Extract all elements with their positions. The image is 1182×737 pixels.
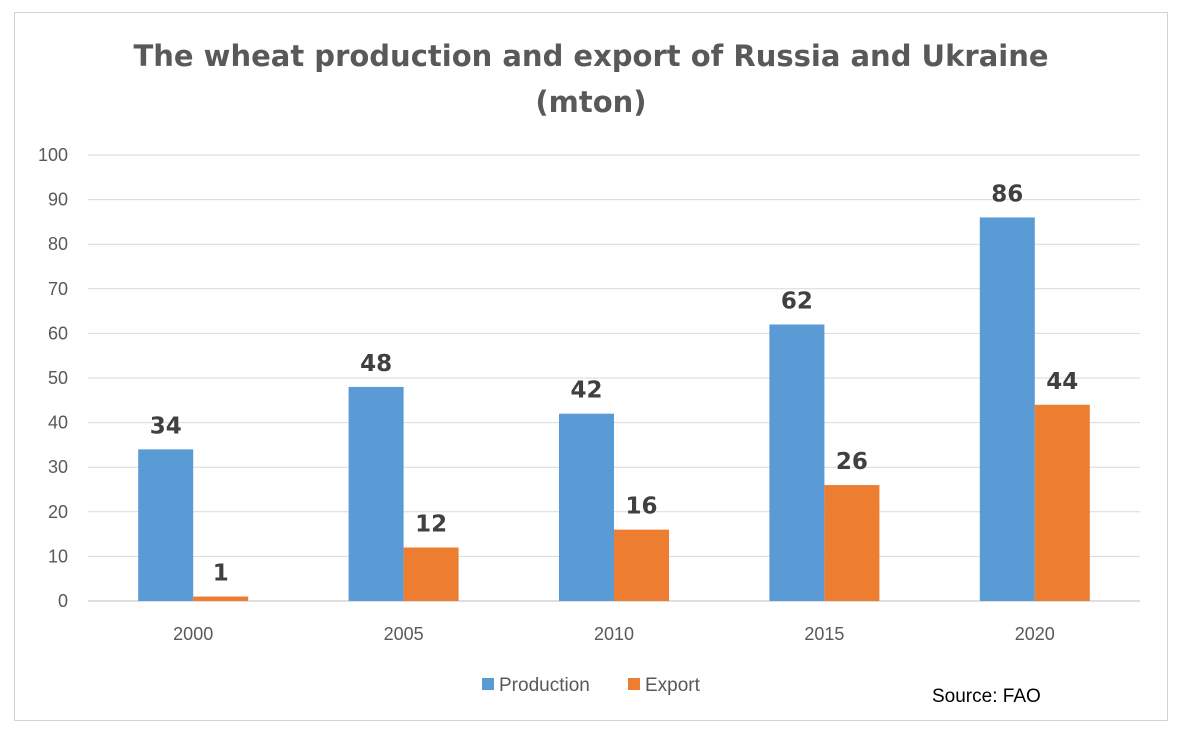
x-tick-label: 2010 (594, 624, 634, 644)
data-label: 16 (625, 494, 657, 520)
legend-label-production: Production (499, 675, 590, 696)
y-tick-label: 100 (38, 145, 68, 165)
data-label: 34 (150, 413, 182, 439)
x-tick-label: 2000 (173, 624, 213, 644)
data-label: 44 (1046, 369, 1078, 395)
data-label: 26 (836, 449, 868, 475)
y-tick-label: 0 (58, 591, 68, 611)
x-tick-label: 2020 (1015, 624, 1055, 644)
bar-export (824, 485, 880, 601)
chart-title-line-2: (mton) (535, 85, 647, 119)
bar-export (1034, 404, 1090, 601)
data-label: 12 (415, 511, 447, 537)
data-label: 1 (213, 561, 229, 587)
legend-swatch-production (482, 678, 494, 690)
legend-swatch-export (628, 678, 640, 690)
bar-export (193, 596, 249, 601)
y-tick-label: 10 (48, 546, 68, 566)
data-label: 86 (991, 181, 1023, 207)
data-label: 42 (570, 378, 602, 404)
y-tick-label: 70 (48, 279, 68, 299)
x-tick-label: 2015 (804, 624, 844, 644)
bar-production (559, 413, 614, 601)
bar-production (348, 386, 404, 601)
data-label: 48 (360, 351, 392, 377)
y-tick-label: 50 (48, 368, 68, 388)
bar-production (138, 449, 194, 601)
y-tick-label: 20 (48, 502, 68, 522)
bar-production (769, 324, 825, 601)
chart-frame (14, 12, 1168, 721)
y-tick-label: 80 (48, 234, 68, 254)
y-tick-label: 30 (48, 457, 68, 477)
bar-export (403, 547, 459, 601)
y-tick-label: 60 (48, 323, 68, 343)
data-label: 62 (781, 288, 813, 314)
x-tick-label: 2005 (384, 624, 424, 644)
chart-title-line-1: The wheat production and export of Russi… (133, 39, 1049, 73)
y-tick-label: 40 (48, 413, 68, 433)
legend-label-export: Export (645, 675, 701, 696)
y-tick-label: 90 (48, 190, 68, 210)
bar-export (614, 529, 669, 601)
source-note: Source: FAO (932, 686, 1041, 707)
bar-production (979, 217, 1035, 601)
